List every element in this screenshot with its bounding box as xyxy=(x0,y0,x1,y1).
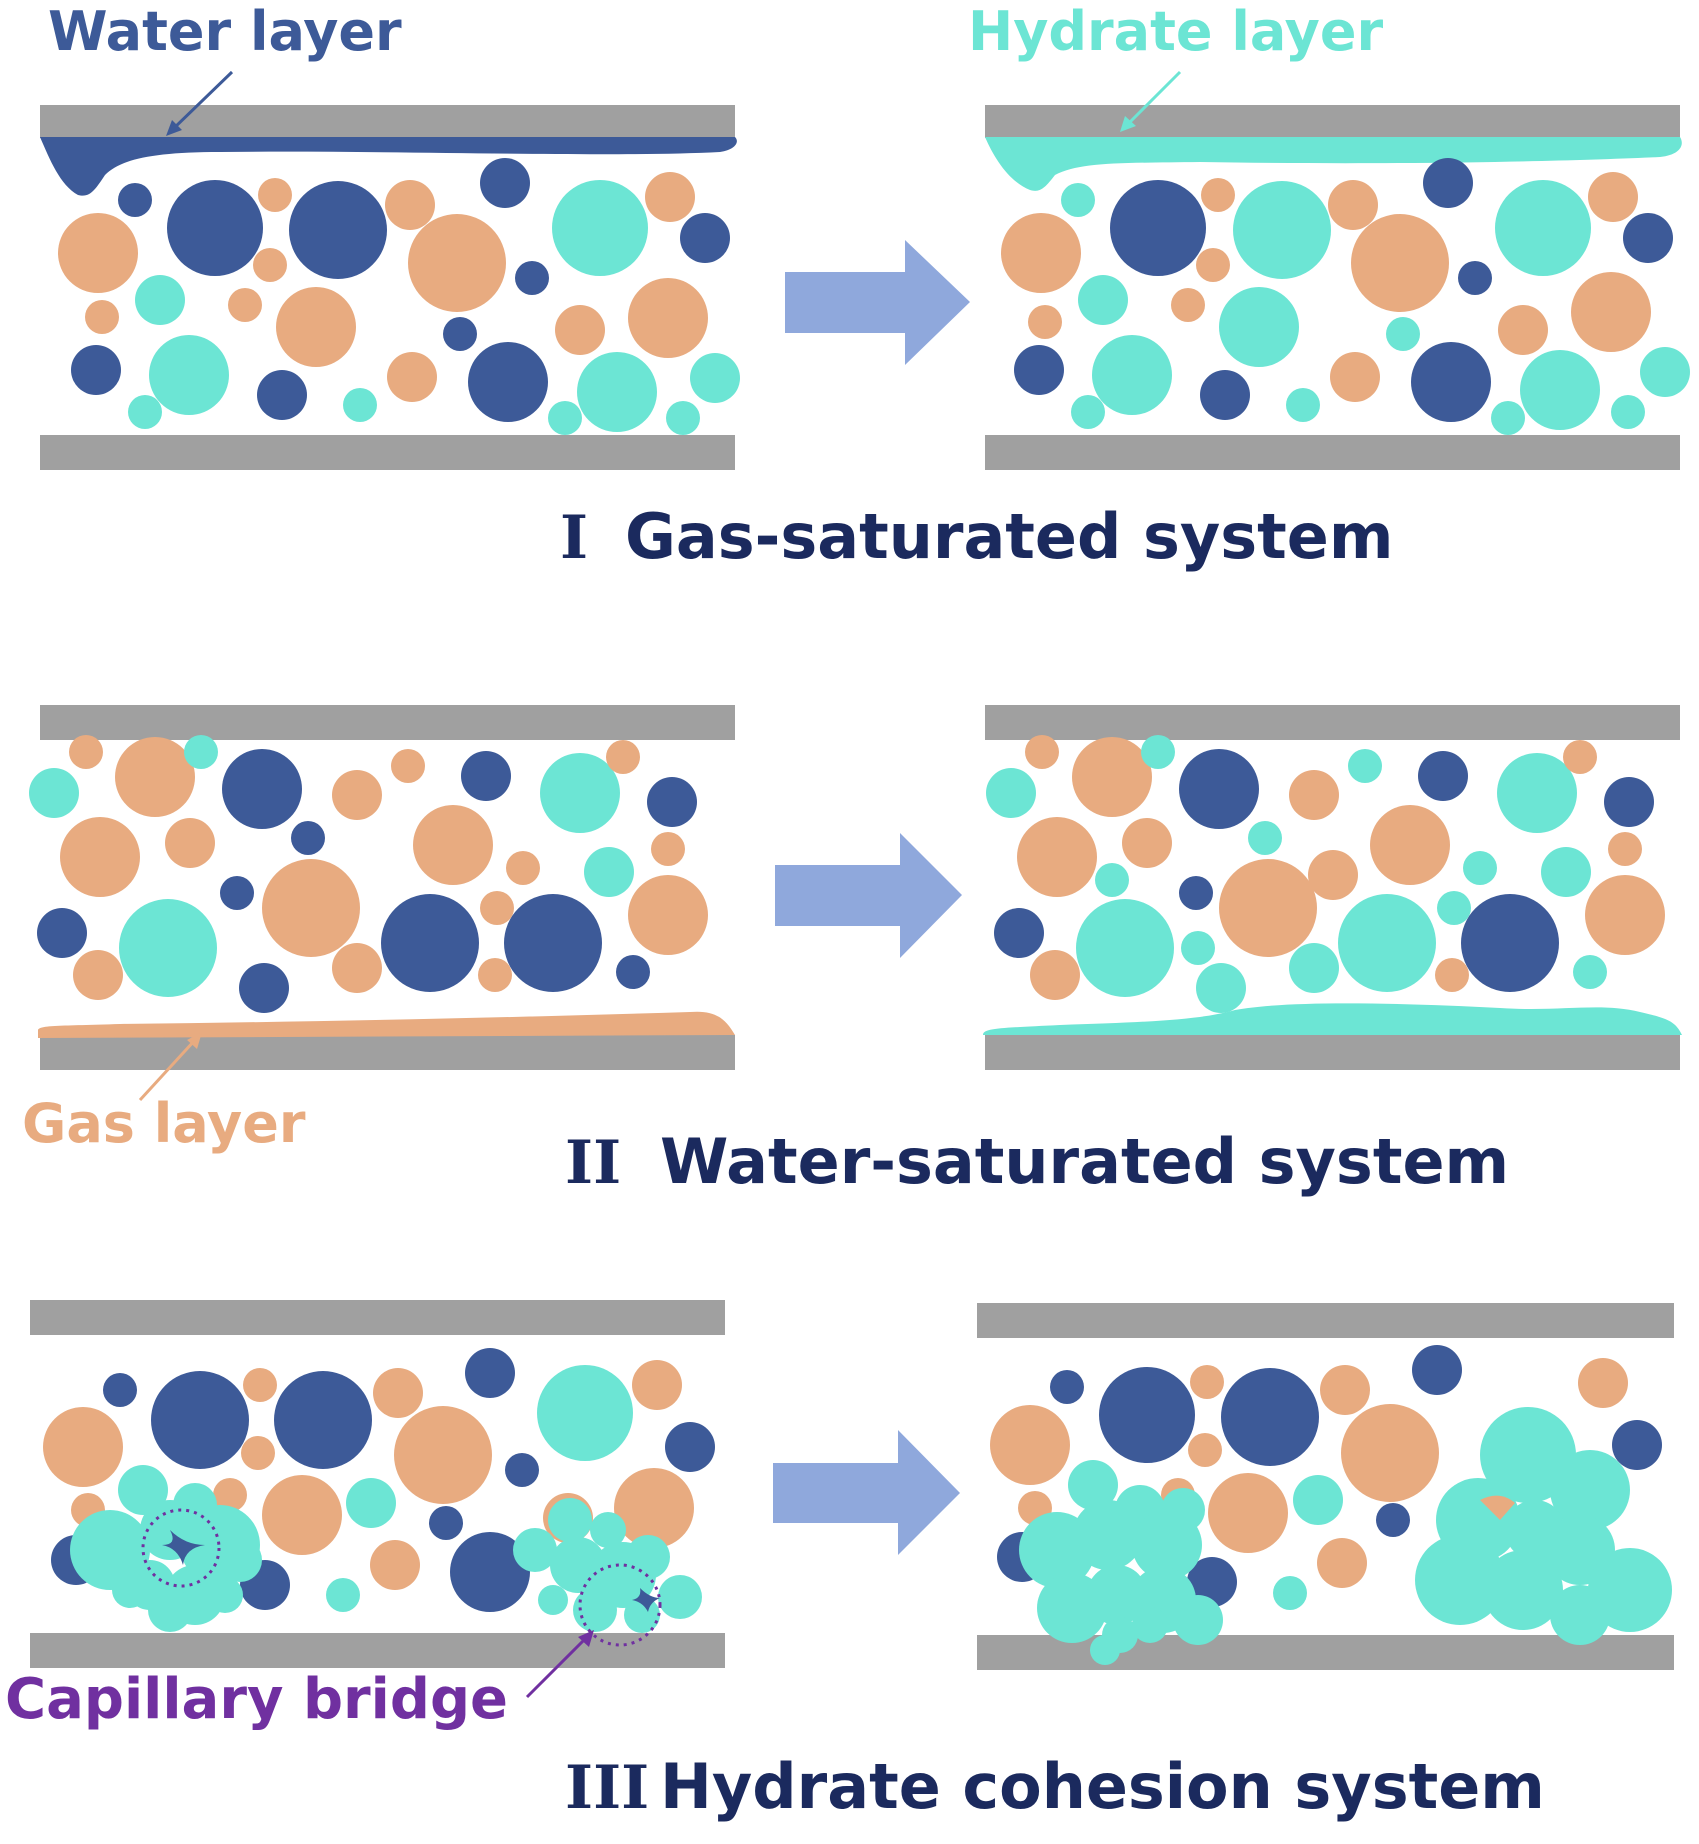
bridge-meniscus xyxy=(632,1588,660,1612)
system-1-before xyxy=(40,70,740,470)
bottom-plate xyxy=(30,1633,725,1668)
bottom-plate xyxy=(985,1035,1680,1070)
particles xyxy=(1001,158,1690,435)
particles xyxy=(986,735,1665,1013)
hydrate-layer xyxy=(983,1003,1682,1035)
gas-layer xyxy=(38,1011,735,1038)
caption-system-2: II Water-saturated system xyxy=(565,1125,1509,1198)
system-2-before xyxy=(29,705,735,1102)
capillary-highlight-circle xyxy=(141,1508,221,1588)
caption-numeral: III xyxy=(565,1753,649,1823)
particles xyxy=(29,735,708,1013)
hydrate-layer-label: Hydrate layer xyxy=(968,0,1383,63)
particles xyxy=(58,158,740,435)
caption-system-1: I Gas-saturated system xyxy=(560,500,1393,573)
bridge-meniscus xyxy=(162,1530,205,1565)
gas-layer-arrow xyxy=(138,1038,197,1102)
arrowhead xyxy=(187,1032,202,1049)
capillary-bridge-cluster-left xyxy=(70,1483,262,1632)
gas-layer-label: Gas layer xyxy=(22,1092,306,1155)
process-arrow-2 xyxy=(775,833,962,958)
water-layer-arrow xyxy=(170,70,234,132)
arrowhead xyxy=(1120,116,1136,132)
capillary-bridge-arrow xyxy=(525,1635,589,1699)
arrowhead xyxy=(578,1630,594,1647)
top-plate xyxy=(40,105,735,138)
hydrate-aggregate-left xyxy=(1019,1460,1223,1665)
process-arrow-1 xyxy=(785,240,970,365)
caption-text: Water-saturated system xyxy=(660,1125,1509,1198)
hydrate-aggregate-right xyxy=(1415,1407,1672,1645)
top-plate xyxy=(40,705,735,740)
bottom-plate xyxy=(985,435,1680,470)
caption-numeral: II xyxy=(565,1128,621,1198)
top-plate xyxy=(30,1300,725,1335)
capillary-bridge-label: Capillary bridge xyxy=(5,1667,508,1732)
caption-text: Gas-saturated system xyxy=(625,500,1393,573)
bottom-plate xyxy=(40,435,735,470)
arrowhead xyxy=(166,120,182,136)
caption-numeral: I xyxy=(560,503,588,573)
hydrate-layer xyxy=(985,137,1682,191)
particles xyxy=(990,1345,1662,1610)
capillary-highlight-circle xyxy=(578,1563,662,1647)
top-plate xyxy=(985,705,1680,740)
hydrate-layer-arrow xyxy=(1126,70,1182,126)
caption-text: Hydrate cohesion system xyxy=(660,1750,1545,1823)
water-layer-label: Water layer xyxy=(48,0,402,63)
system-3-after xyxy=(977,1303,1674,1670)
process-arrow-3 xyxy=(773,1430,960,1555)
system-2-after xyxy=(983,705,1682,1070)
water-layer xyxy=(40,137,737,196)
bottom-plate xyxy=(40,1035,735,1070)
system-1-after xyxy=(985,70,1690,470)
system-3-before xyxy=(30,1300,725,1699)
capillary-bridge-cluster-right xyxy=(513,1498,702,1647)
top-plate xyxy=(977,1303,1674,1338)
caption-system-3: III Hydrate cohesion system xyxy=(565,1750,1545,1823)
top-plate xyxy=(985,105,1680,138)
